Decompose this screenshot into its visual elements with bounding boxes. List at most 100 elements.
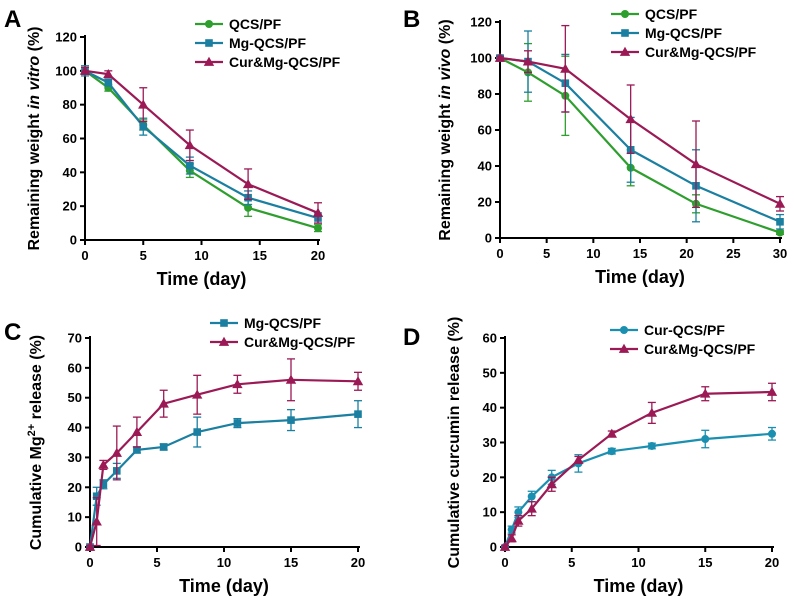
legend-marker <box>203 56 215 66</box>
data-point <box>79 65 91 75</box>
data-point <box>314 224 322 233</box>
y-tick-label: 120 <box>470 15 492 30</box>
legend-label: Cur&Mg-QCS/PF <box>244 334 356 350</box>
legend-marker <box>621 10 629 18</box>
series-line <box>499 56 781 223</box>
y-tick-label: 10 <box>68 510 82 525</box>
data-point <box>690 159 702 169</box>
x-tick-label: 5 <box>543 246 550 261</box>
data-point <box>776 228 784 237</box>
x-tick-label: 5 <box>140 248 147 263</box>
series-mg-qcs-pf <box>496 30 784 230</box>
data-point <box>242 178 254 189</box>
data-point <box>186 161 194 170</box>
data-point <box>131 426 143 436</box>
chart-panel-a: A 0 20 40 60 80 100 120 0 5 10 15 20 Time (day) Remain… <box>4 6 341 289</box>
x-tick-label: 0 <box>86 555 93 570</box>
chart-panel-b: B 0 20 40 60 80 100 120 0 5 10 15 20 25 30 Time (day) Re… <box>403 6 787 287</box>
panel-letter: A <box>4 6 21 33</box>
x-tick-label: 10 <box>217 555 231 570</box>
series-cur-and-mg-qcs-pf <box>79 65 324 224</box>
data-point <box>774 198 786 208</box>
legend: Mg-QCS/PF Cur&Mg-QCS/PF <box>210 315 356 350</box>
y-axis-label-part: 2+ <box>26 424 38 437</box>
y-axis-label: Cumulative Mg2+ release (%) <box>26 335 45 550</box>
data-point <box>103 69 114 79</box>
x-tick-label: 20 <box>765 555 779 570</box>
y-tick-label: 40 <box>483 400 497 415</box>
legend-marker <box>205 20 213 28</box>
legend-label: QCS/PF <box>229 16 282 32</box>
chart-panel-d: D 0 10 20 30 40 50 60 0 5 10 15 20 Time (day) Cumulati… <box>403 317 779 596</box>
y-tick-label: 50 <box>68 390 82 405</box>
y-tick-label: 20 <box>483 470 497 485</box>
data-point <box>287 416 295 424</box>
y-tick-label: 20 <box>68 480 82 495</box>
y-tick-label: 0 <box>75 540 82 555</box>
y-axis-label: Cumulative curcumin release (%) <box>446 317 463 569</box>
y-tick-label: 60 <box>68 360 82 375</box>
data-point <box>99 480 108 489</box>
x-axis-label: Time (day) <box>157 269 247 289</box>
x-tick-label: 10 <box>586 246 600 261</box>
data-point <box>776 218 784 226</box>
x-tick-label: 15 <box>698 555 712 570</box>
data-point <box>514 508 523 517</box>
data-point <box>193 428 201 436</box>
x-tick-label: 5 <box>568 555 575 570</box>
y-tick-label: 20 <box>63 199 77 214</box>
y-tick-label: 100 <box>470 51 492 66</box>
legend-label: Cur-QCS/PF <box>644 322 725 338</box>
data-point <box>139 122 148 131</box>
data-point <box>312 207 324 217</box>
legend-marker <box>220 319 228 327</box>
x-tick-label: 0 <box>81 248 88 263</box>
y-tick-label: 80 <box>63 97 77 112</box>
y-tick-label: 10 <box>483 505 497 520</box>
y-tick-label: 40 <box>478 159 492 174</box>
data-point <box>92 492 101 501</box>
y-axis-label-part: (%) <box>26 26 43 55</box>
legend-label: Mg-QCS/PF <box>244 315 321 331</box>
data-point <box>701 435 710 444</box>
data-point <box>352 376 364 386</box>
data-point <box>607 447 616 456</box>
y-axis-label-part: Remaining weight <box>437 99 454 240</box>
series-cur-and-mg-qcs-pf <box>499 382 778 551</box>
data-point <box>494 52 506 62</box>
data-point <box>647 441 656 450</box>
x-tick-label: 15 <box>253 248 267 263</box>
legend-label: Mg-QCS/PF <box>645 25 722 41</box>
data-point <box>192 389 203 399</box>
legend-label: Cur&Mg-QCS/PF <box>645 44 757 60</box>
y-tick-label: 30 <box>483 435 497 450</box>
data-point <box>560 63 571 73</box>
y-tick-label: 20 <box>478 195 492 210</box>
data-point <box>104 78 113 87</box>
y-tick-label: 0 <box>485 231 492 246</box>
data-point <box>768 429 776 438</box>
y-tick-label: 60 <box>483 331 497 346</box>
y-axis-label-part: Cumulative Mg <box>28 436 45 550</box>
data-point <box>91 516 102 526</box>
data-point <box>526 503 537 513</box>
data-point <box>646 407 658 417</box>
data-point <box>354 410 362 418</box>
series-line <box>499 56 781 205</box>
legend-marker <box>218 336 230 346</box>
series-cur-and-mg-qcs-pf <box>494 24 786 212</box>
y-tick-label: 40 <box>68 420 82 435</box>
legend-marker <box>621 29 629 37</box>
series-line <box>84 69 319 230</box>
legend-label: Cur&Mg-QCS/PF <box>229 54 341 70</box>
x-axis-label: Time (day) <box>595 267 685 287</box>
series-line <box>84 69 319 214</box>
y-tick-label: 80 <box>478 87 492 102</box>
data-point <box>506 533 517 543</box>
data-point <box>184 140 196 150</box>
x-tick-label: 20 <box>311 248 325 263</box>
legend-label: QCS/PF <box>645 6 698 22</box>
legend-marker <box>619 46 631 56</box>
legend-marker <box>205 39 213 47</box>
